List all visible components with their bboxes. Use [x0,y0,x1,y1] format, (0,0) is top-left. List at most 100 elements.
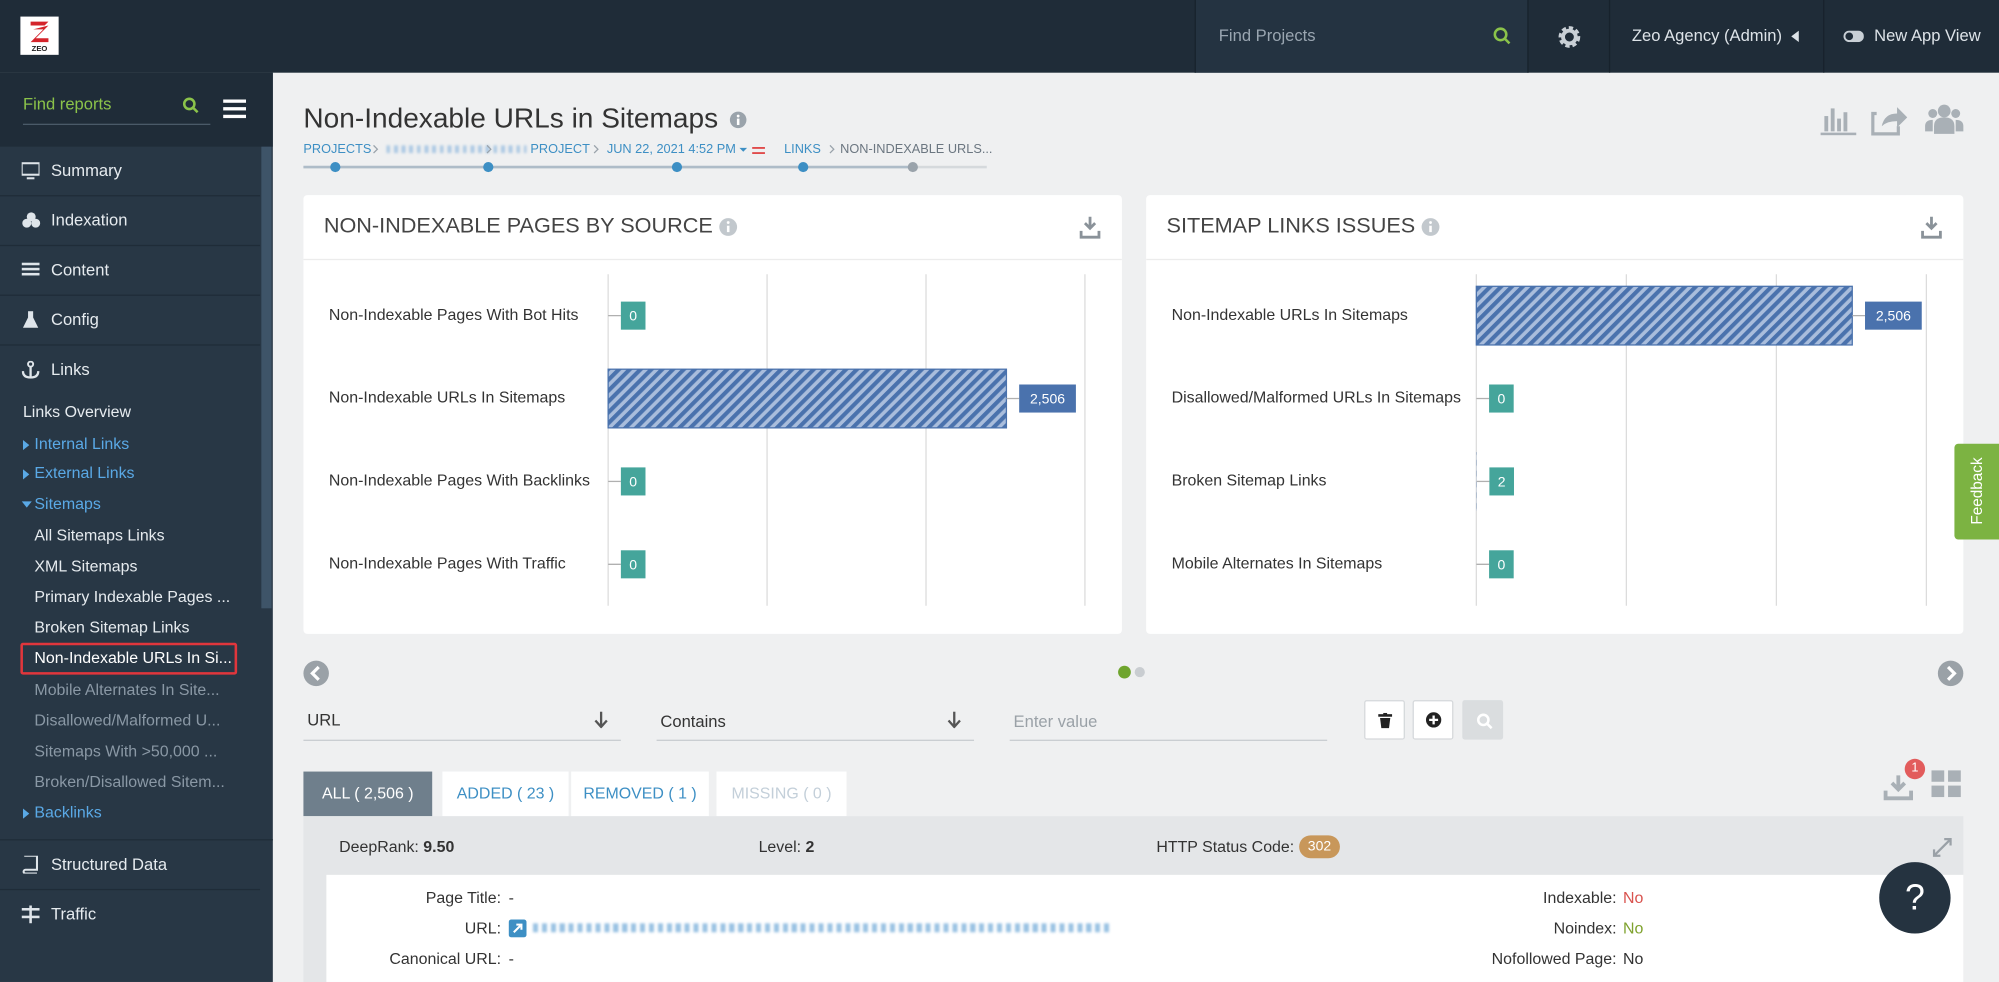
page-actions[interactable] [1820,101,1971,139]
value-placeholder: Enter value [1013,711,1098,731]
tab[interactable]: ADDED ( 23 ) [442,771,569,817]
download-icon[interactable] [1921,216,1942,239]
sitemap-item[interactable]: Broken/Disallowed Sitem... [34,772,225,791]
value-label: 2,506 [1876,308,1911,324]
nav-item[interactable]: Links [0,346,260,394]
nav-item[interactable]: Content [0,246,261,296]
sitemap-item[interactable]: All Sitemaps Links [34,526,165,545]
breadcrumb-item[interactable]: JUN 22, 2021 4:52 PM [606,142,736,157]
icon [21,162,40,180]
category-label: Mobile Alternates In Sitemaps [1172,556,1383,573]
breadcrumb-item[interactable]: LINKS [784,142,821,157]
nav-item[interactable]: Traffic [0,890,260,938]
category-label: Non-Indexable Pages With Backlinks [329,473,590,490]
field-value: - [508,888,515,907]
field-select[interactable]: URL [303,704,621,741]
logo-mark: ZEO [30,21,49,53]
add-button[interactable] [1412,700,1454,740]
blurred-project [386,145,527,154]
help-button[interactable]: ? [1879,862,1951,934]
tab[interactable]: MISSING ( 0 ) [716,771,847,817]
link-group[interactable]: External Links [34,464,135,483]
expand-icon[interactable] [1932,837,1952,857]
breadcrumb-item[interactable]: PROJECTS [303,142,372,157]
search-underline [22,123,211,125]
blurred-url[interactable] [532,923,1110,933]
grid-view-icon[interactable] [1931,770,1962,798]
label: DeepRank: [339,837,419,856]
carousel-dots[interactable] [1117,664,1148,679]
nav-item[interactable]: Config [0,296,261,346]
prev-arrow[interactable] [302,659,330,687]
caret [22,808,30,819]
search-placeholder: Find reports [22,94,112,114]
gear-icon [1558,26,1581,48]
label: Level: [758,837,802,856]
breadcrumb-progress [303,165,913,169]
menu-icon[interactable] [223,99,247,119]
divider [0,839,273,841]
delete-button[interactable] [1364,700,1405,740]
status-code: 302 [1307,839,1332,855]
level: Level: 2 [759,837,815,857]
user-menu[interactable]: Zeo Agency (Admin) [1608,0,1824,73]
info-bar [1429,225,1432,233]
sitemap-item[interactable]: Non-Indexable URLs In Si... [34,649,232,667]
links-overview[interactable]: Links Overview [22,402,131,421]
sitemap-item[interactable]: XML Sitemaps [34,557,138,576]
sitemap-item[interactable]: Disallowed/Malformed U... [34,711,221,730]
chart-card: NON-INDEXABLE PAGES BY SOURCE Non-Indexab… [303,195,1122,634]
value-input[interactable]: Enter value [1009,704,1328,741]
sitemap-item[interactable]: Sitemaps With >50,000 ... [34,742,218,761]
field-value: - [508,950,515,968]
download-tray [1079,230,1101,239]
nav-label: Summary [50,160,122,180]
chart-card: SITEMAP LINKS ISSUES Non-Indexable URLs I… [1146,195,1964,634]
tab[interactable]: REMOVED ( 1 ) [571,771,709,817]
value: 2 [805,837,815,856]
nav-item[interactable]: Indexation [0,196,261,247]
link-group[interactable]: Sitemaps [34,494,101,513]
search-icon [1493,27,1511,45]
nav-label: Config [50,309,99,330]
settings[interactable] [1527,0,1610,73]
download-tray [1921,230,1942,239]
nav-item[interactable]: Summary [0,147,261,197]
project-search[interactable]: Find Projects [1194,0,1529,73]
value-label-bg [1865,301,1922,330]
feedback-tab[interactable]: Feedback [1954,443,1999,540]
caret [21,501,32,508]
sitemap-item[interactable]: Mobile Alternates In Site... [34,681,220,699]
sidebar: Find reports Summary Indexation Content … [0,72,273,982]
field-label: Indexable: [1543,888,1617,907]
sitemap-item[interactable]: Primary Indexable Pages ... [34,587,231,606]
link-group[interactable]: Internal Links [34,434,130,453]
tab[interactable]: ALL ( 2,506 ) [303,771,433,817]
link-group[interactable]: Backlinks [34,803,102,822]
nav-item[interactable]: Structured Data [0,840,261,891]
scrollbar [261,146,272,609]
breadcrumb-item[interactable]: PROJECT [530,142,590,157]
report-search[interactable]: Find reports [0,72,273,147]
breadcrumb-item: NON-INDEXABLE URLS... [840,142,993,157]
new-app-view[interactable]: New App View [1823,0,1999,73]
next-arrow[interactable] [1937,659,1965,687]
value-label-bg [620,301,646,330]
search-button[interactable] [1462,700,1504,740]
badge: 1 [1904,758,1926,780]
value-label-bg [620,550,646,579]
nav-label: Content [50,260,110,280]
external-link-icon[interactable] [508,919,527,938]
nav-label: Indexation [50,210,128,230]
export-icon[interactable] [1883,769,1915,802]
logo[interactable]: ZEO [20,16,59,55]
value-label: 0 [629,308,637,324]
category-label: Non-Indexable Pages With Bot Hits [329,307,579,324]
download-arrow [1083,216,1097,231]
download-icon[interactable] [1079,216,1101,239]
page-title: Non-Indexable URLs in Sitemaps [303,102,719,134]
operator-select[interactable]: Contains [656,704,975,741]
sitemap-item[interactable]: Broken Sitemap Links [34,618,190,637]
info-icon [729,111,747,129]
nav-label: Links [50,359,90,379]
